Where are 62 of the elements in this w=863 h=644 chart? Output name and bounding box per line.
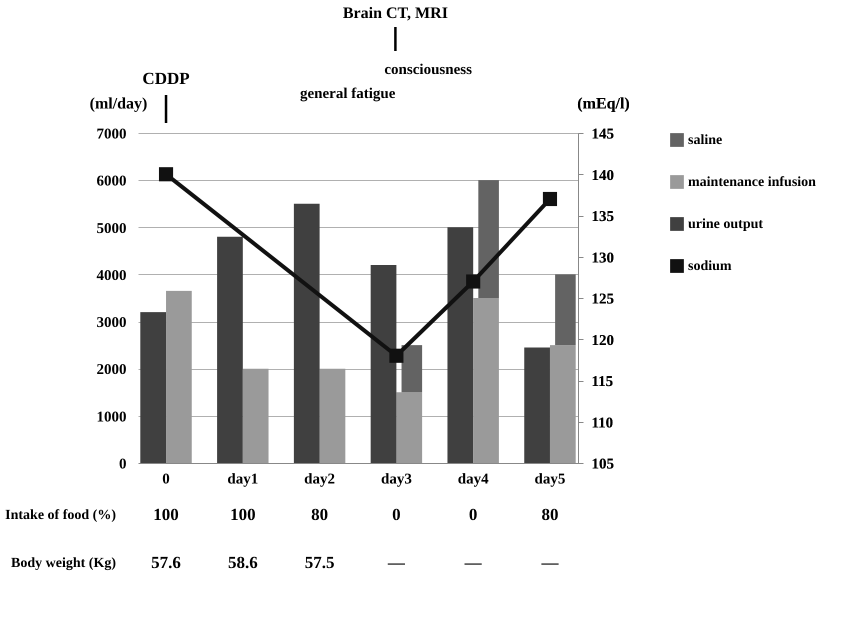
x-tick-label: day3 [380, 472, 412, 488]
y2-tick-label: 140 [592, 168, 614, 184]
x-tick-label: day2 [304, 472, 336, 488]
text: consciousness [384, 62, 472, 78]
legend-label: saline [688, 133, 722, 148]
x-tick-label: day1 [227, 472, 258, 488]
text: Body weight (Kg) [11, 556, 116, 571]
legend-label: sodium [688, 259, 732, 274]
text: Brain CT, MRI [342, 5, 448, 22]
text: 57.5 [304, 553, 334, 572]
bar [166, 290, 192, 463]
bar [447, 227, 474, 463]
text: 0 [468, 505, 478, 524]
y2-tick-label: 120 [592, 332, 614, 349]
text: 80 [541, 505, 558, 524]
text: Intake of food (%) [5, 508, 116, 523]
y2-tick-label: 110 [592, 415, 614, 432]
y-tick-label: 0 [119, 456, 126, 472]
text: — [386, 553, 406, 572]
x-tick-label: 0 [162, 472, 170, 488]
text: 58.6 [228, 553, 258, 572]
y2-axis-title: (mEq/l) [577, 96, 630, 112]
text: 0 [392, 505, 401, 524]
y-tick-label: 4000 [96, 268, 126, 284]
text: — [464, 553, 483, 572]
y-tick-label: 1000 [96, 409, 126, 426]
y-axis-title: (ml/day) [90, 96, 148, 112]
legend-label: urine output [688, 217, 764, 232]
y2-tick-label: 145 [592, 126, 614, 142]
y2-tick-label: 105 [592, 456, 614, 472]
y-tick-label: 2000 [96, 362, 126, 378]
bar [402, 345, 422, 392]
bar [478, 180, 499, 298]
text: 57.6 [151, 553, 181, 572]
y2-tick-label: 135 [592, 209, 614, 225]
bar [524, 348, 550, 463]
text: 100 [230, 505, 256, 524]
y-tick-label: 7000 [96, 126, 126, 142]
bar [396, 392, 422, 463]
bar [294, 204, 320, 463]
y2-tick-label: 130 [592, 250, 614, 266]
text: general fatigue [300, 86, 396, 102]
y2-tick-label: 115 [592, 374, 614, 390]
y-tick-label: 6000 [96, 174, 126, 190]
bar [140, 312, 166, 463]
bar [473, 298, 499, 463]
legend-label: maintenance infusion [688, 175, 816, 190]
y-tick-label: 5000 [96, 220, 126, 237]
text: 80 [311, 505, 328, 524]
y2-tick-label: 125 [592, 292, 614, 308]
text: — [540, 553, 560, 572]
bar [370, 265, 396, 463]
bar [320, 368, 346, 463]
y-tick-label: 3000 [96, 315, 126, 332]
annotation: CDDP [142, 69, 190, 88]
bar [242, 368, 269, 463]
x-tick-label: day5 [534, 472, 566, 488]
x-tick-label: day4 [458, 472, 490, 488]
bar [555, 274, 576, 346]
text: 100 [153, 505, 179, 524]
bar [217, 236, 243, 463]
bar [550, 345, 576, 463]
